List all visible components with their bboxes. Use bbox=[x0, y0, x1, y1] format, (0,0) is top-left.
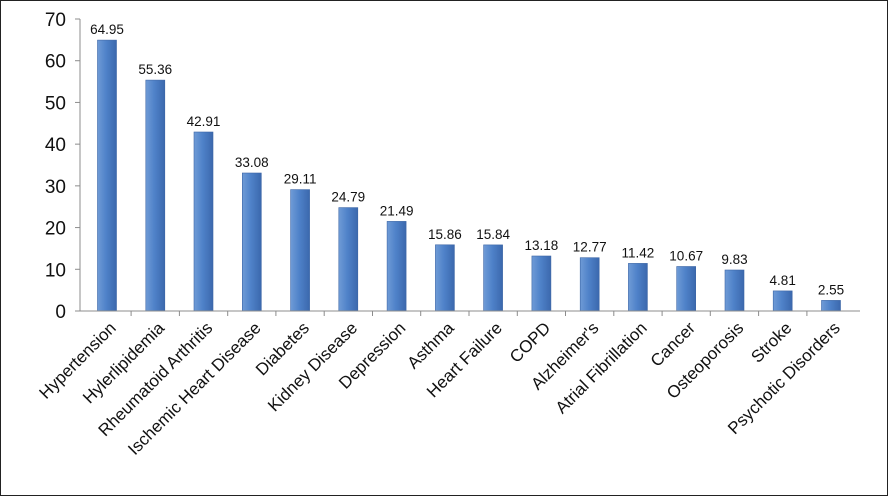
bar bbox=[242, 172, 262, 312]
data-label: 2.55 bbox=[818, 282, 844, 297]
bar bbox=[772, 290, 793, 312]
bar bbox=[821, 300, 841, 312]
data-label: 42.91 bbox=[187, 114, 221, 129]
y-axis: 0 10 20 30 40 50 60 70 bbox=[45, 10, 81, 323]
data-label: 21.49 bbox=[380, 203, 414, 218]
bar bbox=[145, 79, 166, 312]
data-label: 12.77 bbox=[573, 240, 607, 255]
y-tick-label: 40 bbox=[45, 135, 66, 156]
bar bbox=[290, 189, 310, 312]
data-label: 10.67 bbox=[669, 249, 703, 264]
data-label: 15.84 bbox=[476, 227, 510, 242]
data-label: 9.83 bbox=[721, 252, 747, 267]
data-label: 33.08 bbox=[235, 155, 269, 170]
data-label: 64.95 bbox=[90, 22, 124, 37]
bar bbox=[435, 244, 455, 312]
bar bbox=[579, 257, 600, 312]
bar bbox=[531, 255, 552, 312]
y-tick-label: 10 bbox=[45, 260, 66, 281]
data-labels-group: 64.95 55.36 42.91 33.08 29.11 24.79 21.49 15.86… bbox=[90, 22, 844, 297]
bar bbox=[193, 131, 214, 312]
bar bbox=[676, 266, 697, 312]
y-tick-label: 60 bbox=[45, 52, 66, 73]
bar bbox=[97, 39, 117, 312]
data-label: 11.42 bbox=[622, 245, 655, 260]
data-label: 13.18 bbox=[525, 238, 559, 253]
bar bbox=[483, 244, 503, 312]
bar bbox=[628, 263, 648, 312]
data-label: 24.79 bbox=[331, 190, 365, 205]
y-tick-label: 30 bbox=[45, 177, 66, 198]
y-tick-label: 0 bbox=[55, 302, 66, 323]
y-tick-label: 70 bbox=[45, 10, 66, 31]
data-label: 4.81 bbox=[770, 273, 796, 288]
bar bbox=[338, 207, 359, 312]
data-label: 15.86 bbox=[428, 227, 462, 242]
bar bbox=[386, 221, 407, 312]
bar bbox=[724, 269, 745, 312]
data-label: 29.11 bbox=[284, 172, 317, 187]
data-label: 55.36 bbox=[138, 62, 172, 77]
y-tick-label: 20 bbox=[45, 219, 66, 240]
bars-group bbox=[97, 39, 841, 312]
y-tick-label: 50 bbox=[45, 93, 66, 114]
category-label: Atrial Fibrillation bbox=[552, 318, 651, 417]
